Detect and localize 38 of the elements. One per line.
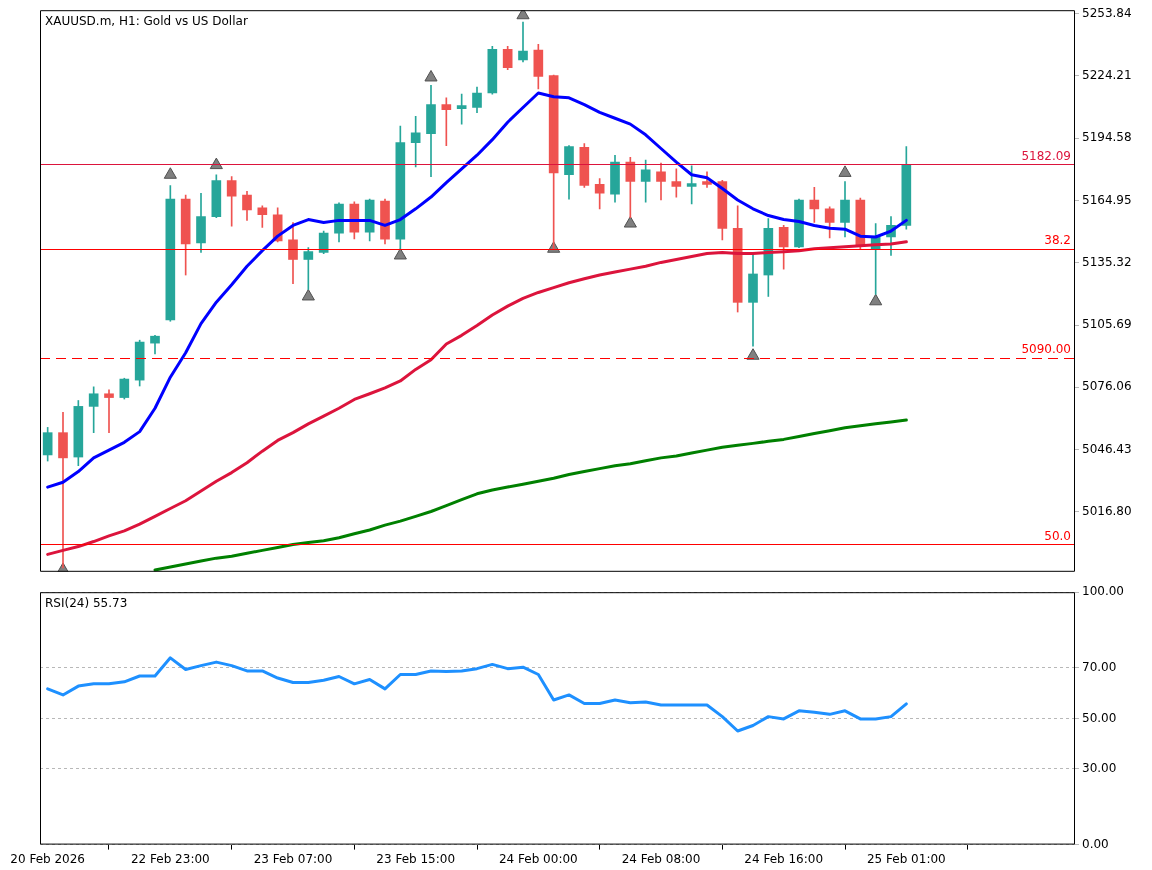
- ref-line-label: 5090.00: [1021, 342, 1071, 357]
- chart-title: RSI(24) 55.73: [45, 596, 128, 610]
- annotation: 38.2: [1044, 232, 1071, 247]
- y-tick-label: 5164.95: [1082, 192, 1132, 207]
- chart-title: XAUUSD.m, H1: Gold vs US Dollar: [45, 14, 248, 28]
- y-tick-label: 5076.06: [1082, 379, 1132, 394]
- y-tick-label: 100.00: [1082, 584, 1124, 599]
- candlestick: [104, 389, 114, 433]
- point: [163, 167, 177, 179]
- y-tick-label: 5253.84: [1082, 5, 1132, 20]
- ref-line-label: 5182.09: [1021, 148, 1071, 163]
- x-tick-label: 23 Feb 15:00: [376, 851, 456, 866]
- y-tick-label: 5105.69: [1082, 317, 1132, 332]
- y-tick-label: 5135.32: [1082, 254, 1132, 269]
- y-tick-label: 70.00: [1082, 660, 1117, 675]
- x-tick-label: 24 Feb 08:00: [621, 851, 701, 866]
- x-tick-label: 23 Feb 07:00: [253, 851, 333, 866]
- y-tick-label: 30.00: [1082, 761, 1117, 776]
- point: [869, 293, 883, 306]
- point: [838, 165, 852, 177]
- y-tick-label: 5224.21: [1082, 68, 1132, 83]
- annotation: 50.0: [1044, 528, 1071, 543]
- x-tick-label: 20 Feb 2026: [10, 851, 86, 866]
- y-tick-label: 0.00: [1082, 836, 1109, 851]
- y-tick-label: 5016.80: [1082, 504, 1132, 519]
- point: [516, 10, 530, 20]
- y-tick-label: 5046.43: [1082, 441, 1132, 456]
- x-tick-label: 24 Feb 16:00: [744, 851, 824, 866]
- point: [301, 288, 315, 301]
- point: [623, 216, 637, 228]
- point: [424, 69, 438, 82]
- point: [393, 247, 407, 260]
- y-tick-label: 5194.58: [1082, 130, 1132, 145]
- x-tick-label: 24 Feb 00:00: [498, 851, 578, 866]
- x-tick-label: 25 Feb 01:00: [866, 851, 946, 866]
- y-tick-label: 50.00: [1082, 710, 1117, 725]
- point: [209, 157, 223, 170]
- x-tick-label: 22 Feb 23:00: [130, 851, 210, 866]
